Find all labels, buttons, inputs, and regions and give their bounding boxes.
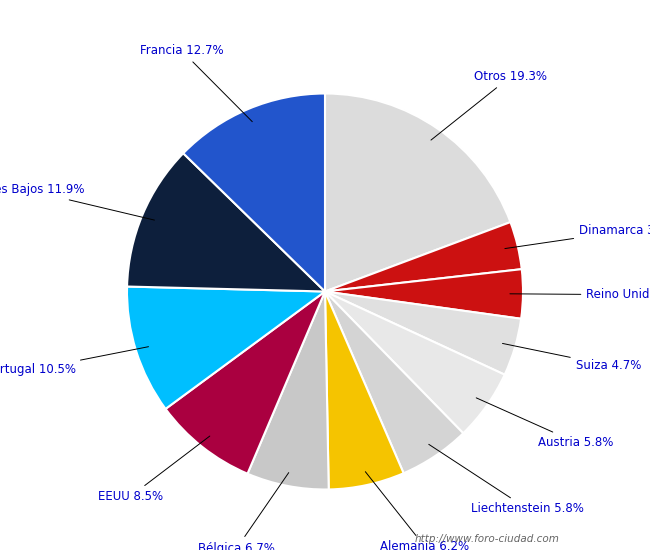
- Wedge shape: [325, 292, 404, 490]
- Text: Austria 5.8%: Austria 5.8%: [476, 398, 614, 449]
- Text: Alemania 6.2%: Alemania 6.2%: [365, 472, 469, 550]
- Text: http://www.foro-ciudad.com: http://www.foro-ciudad.com: [415, 535, 560, 544]
- Text: Portugal 10.5%: Portugal 10.5%: [0, 346, 148, 376]
- Text: Bélgica 6.7%: Bélgica 6.7%: [198, 472, 289, 550]
- Wedge shape: [325, 269, 523, 319]
- Wedge shape: [325, 292, 521, 375]
- Wedge shape: [325, 94, 510, 292]
- Wedge shape: [183, 94, 325, 292]
- Wedge shape: [166, 292, 325, 474]
- Text: Francia 12.7%: Francia 12.7%: [140, 44, 252, 122]
- Wedge shape: [127, 153, 325, 292]
- Text: Otros 19.3%: Otros 19.3%: [431, 70, 547, 140]
- Text: Dinamarca 3.9%: Dinamarca 3.9%: [505, 224, 650, 249]
- Wedge shape: [127, 287, 325, 409]
- Text: Lalín - Turistas extranjeros según país - Abril de 2024: Lalín - Turistas extranjeros según país …: [83, 14, 567, 30]
- Wedge shape: [325, 222, 522, 292]
- Wedge shape: [325, 292, 504, 433]
- Text: Reino Unido 4.0%: Reino Unido 4.0%: [510, 288, 650, 301]
- Wedge shape: [248, 292, 329, 490]
- Text: Países Bajos 11.9%: Países Bajos 11.9%: [0, 184, 155, 220]
- Text: EEUU 8.5%: EEUU 8.5%: [98, 436, 210, 503]
- Wedge shape: [325, 292, 463, 473]
- Text: Suiza 4.7%: Suiza 4.7%: [502, 343, 641, 372]
- Text: Liechtenstein 5.8%: Liechtenstein 5.8%: [429, 444, 584, 515]
